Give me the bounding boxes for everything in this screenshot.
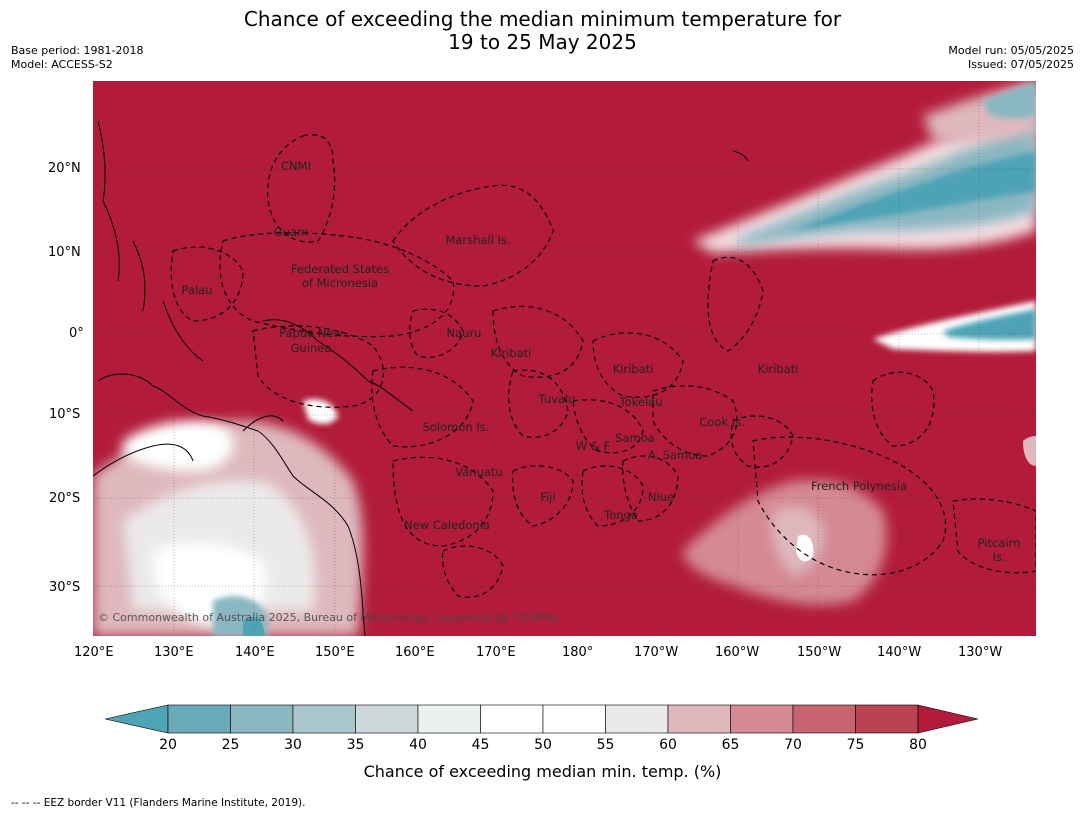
x-tick-150w: 150°W: [797, 645, 842, 660]
label-cook-is: Cook Is.: [699, 415, 744, 429]
colorbar-tick-label: 30: [284, 737, 302, 753]
title-line-2: 19 to 25 May 2025: [448, 30, 637, 54]
x-tick-130e: 130°E: [154, 645, 194, 660]
colorbar-cell: [417, 704, 481, 734]
label-new-caledonia: New Caledonia: [404, 518, 490, 532]
x-tick-150e: 150°E: [315, 645, 355, 660]
colorbar-tick-label: 35: [346, 737, 365, 753]
y-tick-0: 0°: [69, 326, 84, 341]
x-tick-180: 180°: [562, 645, 594, 660]
colorbar-tick-label: 45: [471, 737, 490, 753]
label-png-1: Papua New: [279, 326, 343, 340]
label-vanuatu: Vanuatu: [455, 465, 502, 479]
colorbar-cell: [542, 704, 606, 734]
y-tick-20s: 20°S: [49, 491, 81, 506]
x-tick-170w: 170°W: [634, 645, 679, 660]
label-kiribati-west: Kiribati: [491, 346, 532, 360]
label-tuvalu: Tuvalu: [538, 392, 576, 406]
label-pitcairn-1: Pitcairn: [978, 536, 1021, 550]
colorbar-tick-label: 40: [409, 737, 427, 753]
label-solomon-is: Solomon Is.: [423, 420, 490, 434]
meta-left: Base period: 1981-2018 Model: ACCESS-S2: [11, 44, 143, 72]
graticule: [93, 81, 1036, 636]
model-name: Model: ACCESS-S2: [11, 58, 113, 71]
title-line-1: Chance of exceeding the median minimum t…: [243, 7, 842, 31]
eez-borders: [170, 134, 1036, 598]
colorbar-cell: [355, 704, 419, 734]
colorbar-cell: [605, 704, 669, 734]
colorbar-tick-label: 75: [846, 737, 865, 753]
colorbar: [105, 704, 979, 734]
eez-footnote: -- -- -- EEZ border V11 (Flanders Marine…: [11, 797, 306, 809]
model-run: Model run: 05/05/2025: [948, 44, 1074, 57]
label-cnmi: CNMI: [281, 159, 311, 173]
label-french-polynesia: French Polynesia: [811, 479, 907, 493]
colorbar-tick-label: 60: [659, 737, 677, 753]
colorbar-tick-label: 50: [534, 737, 552, 753]
colorbar-tick-label: 25: [221, 737, 240, 753]
y-tick-20n: 20°N: [48, 161, 81, 176]
region-labels: CNMI Guam Marshall Is. Federated States …: [182, 159, 1021, 564]
label-samoa: Samoa: [615, 431, 655, 445]
colorbar-cell: [730, 704, 794, 734]
label-wallis-futuna: W & F: [576, 439, 610, 453]
label-tokelau: Tokelau: [619, 395, 663, 409]
australia-anomalies: [93, 399, 363, 636]
x-tick-130w: 130°W: [958, 645, 1003, 660]
map-svg: CNMI Guam Marshall Is. Federated States …: [93, 81, 1036, 636]
cool-band-equatorial: [873, 301, 1036, 352]
label-fsm-1: Federated States: [291, 262, 389, 276]
label-marshall-is: Marshall Is.: [445, 233, 510, 247]
label-fiji: Fiji: [540, 490, 555, 504]
colorbar-tick-label: 65: [721, 737, 740, 753]
colorbar-cell: [292, 704, 356, 734]
colorbar-tick-label: 80: [909, 737, 927, 753]
south-pacific-anomalies: [683, 436, 1036, 606]
label-kiribati-central: Kiribati: [613, 362, 654, 376]
label-tonga: Tonga: [603, 508, 638, 522]
coastlines: [93, 120, 749, 636]
x-tick-140e: 140°E: [235, 645, 275, 660]
map-panel: CNMI Guam Marshall Is. Federated States …: [93, 81, 1036, 636]
y-tick-10s: 10°S: [49, 407, 81, 422]
map-title: Chance of exceeding the median minimum t…: [0, 8, 1085, 54]
label-guam: Guam: [274, 225, 308, 239]
x-tick-160w: 160°W: [715, 645, 760, 660]
colorbar-cell: [855, 704, 919, 734]
cool-band-north: [693, 81, 1036, 253]
colorbar-over-triangle: [917, 704, 979, 734]
colorbar-cell: [792, 704, 856, 734]
colorbar-under-triangle: [105, 704, 169, 734]
x-tick-160e: 160°E: [395, 645, 435, 660]
x-tick-120e: 120°E: [74, 645, 114, 660]
issued-date: Issued: 07/05/2025: [967, 58, 1074, 71]
colorbar-label: Chance of exceeding median min. temp. (%…: [363, 762, 722, 781]
label-fsm-2: of Micronesia: [302, 276, 378, 290]
colorbar-cell: [480, 704, 544, 734]
label-pitcairn-2: Is.: [992, 550, 1005, 564]
colorbar-tick-label: 20: [159, 737, 177, 753]
colorbar-cell: [667, 704, 731, 734]
y-tick-30s: 30°S: [49, 580, 81, 595]
x-tick-170e: 170°E: [476, 645, 516, 660]
copyright-text: © Commonwealth of Australia 2025, Bureau…: [98, 611, 561, 624]
label-niue: Niue: [648, 490, 674, 504]
x-tick-140w: 140°W: [877, 645, 922, 660]
y-tick-10n: 10°N: [48, 245, 81, 260]
base-period: Base period: 1981-2018: [11, 44, 144, 57]
label-png-2: Guinea: [291, 341, 332, 355]
colorbar-cell: [167, 704, 231, 734]
meta-right: Model run: 05/05/2025 Issued: 07/05/2025: [948, 44, 1074, 72]
colorbar-cell: [230, 704, 294, 734]
label-nauru: Nauru: [447, 326, 482, 340]
label-kiribati-east: Kiribati: [758, 362, 799, 376]
label-palau: Palau: [182, 283, 213, 297]
label-american-samoa: A. Samoa: [648, 448, 703, 462]
colorbar-tick-label: 55: [596, 737, 615, 753]
colorbar-tick-label: 70: [784, 737, 802, 753]
